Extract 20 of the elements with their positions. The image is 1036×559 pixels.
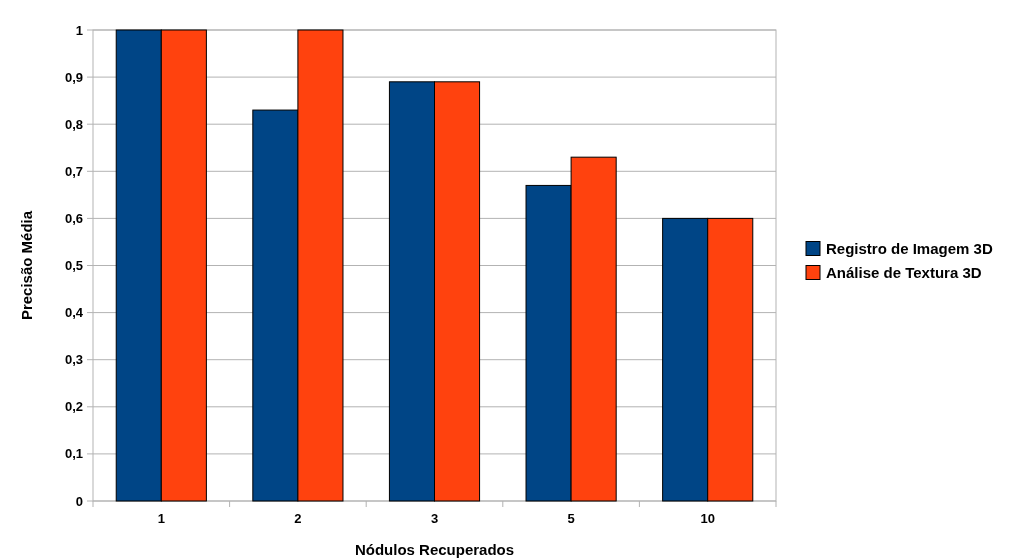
x-tick-label: 3 bbox=[430, 511, 439, 526]
y-tick-label: 0,7 bbox=[64, 163, 83, 179]
legend-label: Registro de Imagem 3D bbox=[826, 239, 993, 257]
y-tick-label: 1 bbox=[75, 22, 83, 38]
y-tick-label: 0,5 bbox=[64, 258, 83, 274]
y-tick-label: 0,9 bbox=[64, 69, 83, 85]
y-tick-label: 0 bbox=[75, 493, 83, 509]
x-tick-label: 10 bbox=[700, 511, 715, 526]
x-axis-title: Nódulos Recuperados bbox=[354, 541, 515, 558]
y-tick-label: 0,8 bbox=[64, 116, 83, 132]
x-tick-label: 5 bbox=[567, 511, 575, 526]
y-tick-label: 0,2 bbox=[64, 399, 83, 415]
y-tick-label: 0,6 bbox=[64, 210, 83, 226]
y-tick-label: 0,3 bbox=[64, 352, 83, 368]
x-tick-label: 1 bbox=[157, 511, 165, 526]
x-tick-label: 2 bbox=[294, 511, 302, 526]
legend-label: Análise de Textura 3D bbox=[826, 263, 982, 281]
y-axis-title: Precisão Média bbox=[18, 210, 35, 321]
y-tick-label: 0,1 bbox=[64, 446, 83, 462]
y-tick-label: 0,4 bbox=[64, 305, 84, 321]
